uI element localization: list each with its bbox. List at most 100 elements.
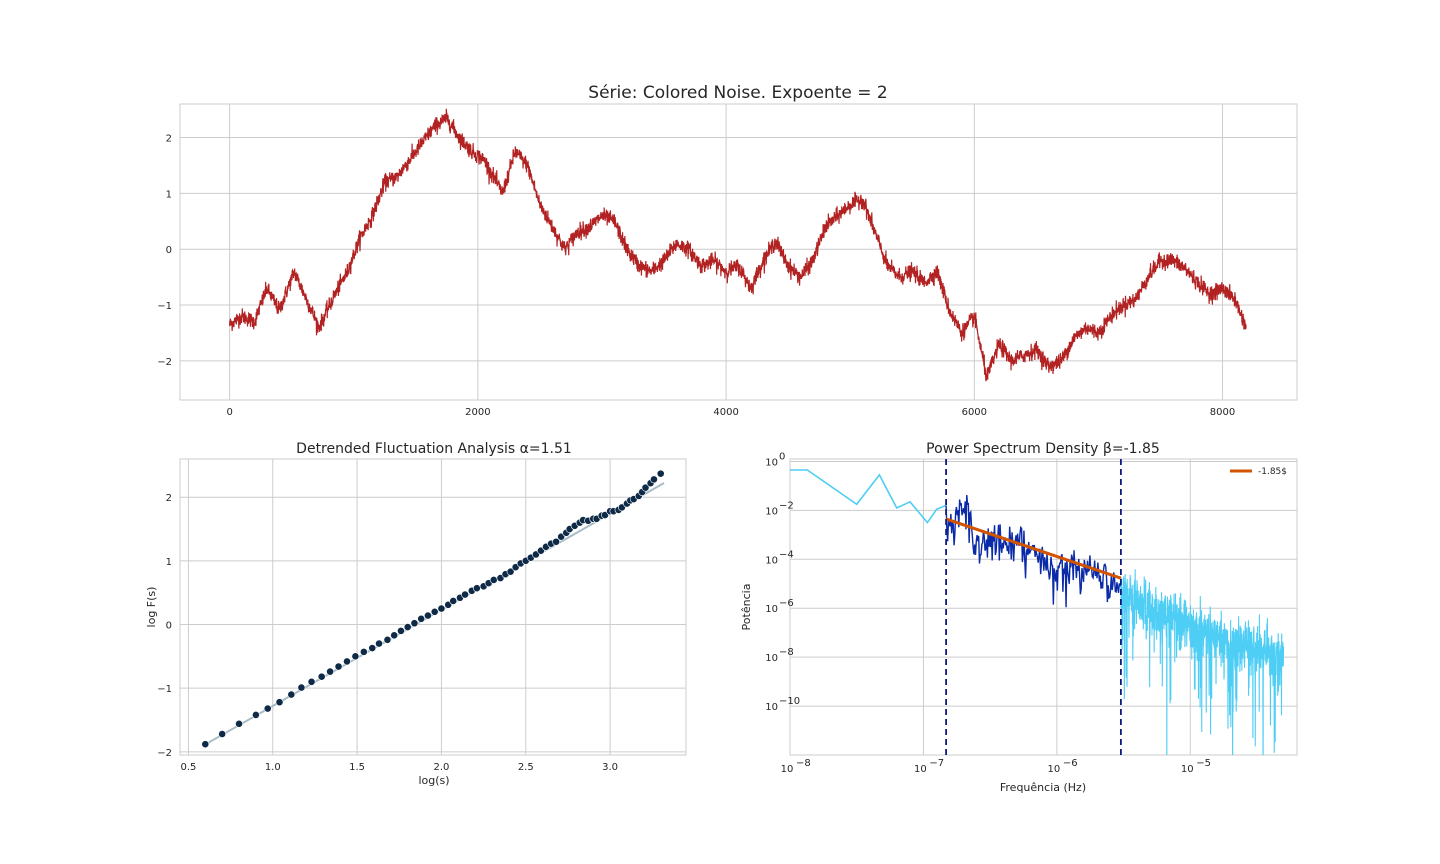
psd-axes-frame — [789, 458, 1298, 756]
psd-xtick-exponent: −6 — [1063, 758, 1078, 769]
psd-xtick-exponent: −5 — [1196, 758, 1211, 769]
series-line — [229, 108, 1247, 382]
dfa-ylabel: log F(s) — [145, 587, 158, 628]
psd-spectrum-right — [1120, 569, 1285, 755]
dfa-point — [383, 635, 392, 644]
series-xtick-label: 8000 — [1210, 407, 1235, 418]
psd-ytick-exponent: −4 — [779, 549, 794, 560]
psd-legend: -1.85$ — [1230, 467, 1287, 477]
series-ticks: 0 2000 4000 6000 8000 −2 −1 0 1 2 — [157, 134, 1235, 418]
dfa-xtick-label: 2.0 — [433, 762, 449, 773]
dfa-point — [235, 719, 243, 728]
psd-ytick-label: 10 — [765, 555, 778, 566]
series-ytick-label: 2 — [166, 134, 172, 145]
dfa-point — [297, 683, 306, 692]
series-xtick-label: 2000 — [465, 407, 490, 418]
psd-spectrum-window — [945, 494, 1122, 608]
psd-ytick-label: 10 — [765, 506, 778, 517]
dfa-point — [472, 584, 481, 593]
dfa-xlabel: log(s) — [418, 774, 449, 787]
dfa-point — [424, 611, 432, 620]
dfa-panel: 0.5 1.0 1.5 2.0 2.5 3.0 −2 −1 0 1 2 Detrended Fluc… — [145, 441, 687, 787]
dfa-xtick-label: 0.5 — [180, 762, 196, 773]
psd-ytick-label: 10 — [765, 702, 778, 713]
dfa-ticks: 0.5 1.0 1.5 2.0 2.5 3.0 −2 −1 0 1 2 — [157, 493, 618, 773]
dfa-point — [656, 469, 665, 478]
psd-xtick-exponent: −7 — [929, 758, 944, 769]
psd-ylabel: Potência — [740, 584, 753, 631]
series-panel: 0 2000 4000 6000 8000 −2 −1 0 1 2 Série: Colored … — [157, 83, 1298, 418]
psd-ytick-label: 10 — [765, 457, 778, 468]
dfa-point — [489, 576, 498, 584]
psd-xtick-label: 10 — [914, 764, 927, 775]
psd-xlabel: Frequência (Hz) — [1000, 781, 1086, 794]
dfa-point — [449, 597, 458, 605]
dfa-point — [218, 730, 227, 738]
psd-ytick-exponent: −10 — [779, 696, 800, 707]
dfa-point — [351, 652, 360, 661]
dfa-point — [552, 537, 561, 546]
dfa-point — [430, 607, 439, 616]
dfa-point — [251, 710, 260, 719]
dfa-point — [375, 639, 383, 648]
dfa-title: Detrended Fluctuation Analysis α=1.51 — [296, 441, 572, 457]
dfa-point — [417, 614, 426, 623]
dfa-point — [201, 740, 210, 749]
dfa-point — [641, 483, 650, 492]
dfa-point — [307, 677, 316, 686]
psd-ytick-exponent: 0 — [779, 451, 785, 462]
psd-legend-label: -1.85$ — [1258, 467, 1287, 477]
dfa-point — [397, 626, 405, 635]
series-ytick-label: 0 — [166, 245, 172, 256]
dfa-xtick-label: 3.0 — [602, 762, 618, 773]
dfa-points — [201, 469, 665, 749]
dfa-point — [390, 631, 399, 640]
dfa-point — [359, 647, 368, 656]
dfa-xtick-label: 1.5 — [349, 762, 365, 773]
dfa-ytick-label: 2 — [166, 493, 172, 504]
dfa-grid — [180, 459, 686, 755]
dfa-xtick-label: 2.5 — [518, 762, 534, 773]
psd-ytick-exponent: −6 — [779, 598, 794, 609]
psd-xtick-label: 10 — [1047, 764, 1060, 775]
dfa-ytick-label: −1 — [157, 684, 172, 695]
dfa-point — [650, 475, 658, 484]
series-axes-frame — [179, 103, 1298, 401]
series-xtick-label: 0 — [226, 407, 232, 418]
dfa-point — [410, 619, 419, 628]
dfa-point — [343, 657, 351, 666]
dfa-ytick-label: 0 — [166, 621, 172, 632]
dfa-point — [334, 662, 343, 671]
psd-ytick-exponent: −8 — [779, 647, 794, 658]
dfa-point — [368, 644, 377, 652]
series-xtick-label: 4000 — [713, 407, 738, 418]
psd-xtick-label: 10 — [781, 764, 794, 775]
dfa-point — [317, 672, 326, 681]
dfa-xtick-label: 1.0 — [265, 762, 281, 773]
dfa-point — [437, 604, 446, 613]
psd-title: Power Spectrum Density β=-1.85 — [926, 441, 1160, 457]
psd-ytick-exponent: −2 — [779, 500, 794, 511]
dfa-point — [461, 590, 469, 599]
series-xtick-label: 6000 — [962, 407, 987, 418]
psd-fit-line — [945, 517, 1122, 580]
series-ytick-label: 1 — [166, 189, 172, 200]
series-ytick-label: −2 — [157, 357, 172, 368]
psd-xtick-exponent: −8 — [796, 758, 811, 769]
psd-ytick-label: 10 — [765, 604, 778, 615]
psd-ytick-label: 10 — [765, 653, 778, 664]
dfa-point — [506, 567, 515, 576]
dfa-point — [275, 698, 284, 707]
dfa-point — [326, 667, 335, 676]
series-ytick-label: −1 — [157, 301, 172, 312]
dfa-ytick-label: 1 — [166, 557, 172, 568]
psd-panel: 10−810−710−610−510010−210−410−610−810−10… — [740, 441, 1298, 794]
dfa-axes-frame — [179, 458, 687, 756]
dfa-ytick-label: −2 — [157, 748, 172, 759]
dfa-point — [403, 623, 412, 631]
dfa-point — [263, 704, 272, 713]
series-grid — [180, 104, 1297, 400]
dfa-point — [287, 690, 296, 699]
